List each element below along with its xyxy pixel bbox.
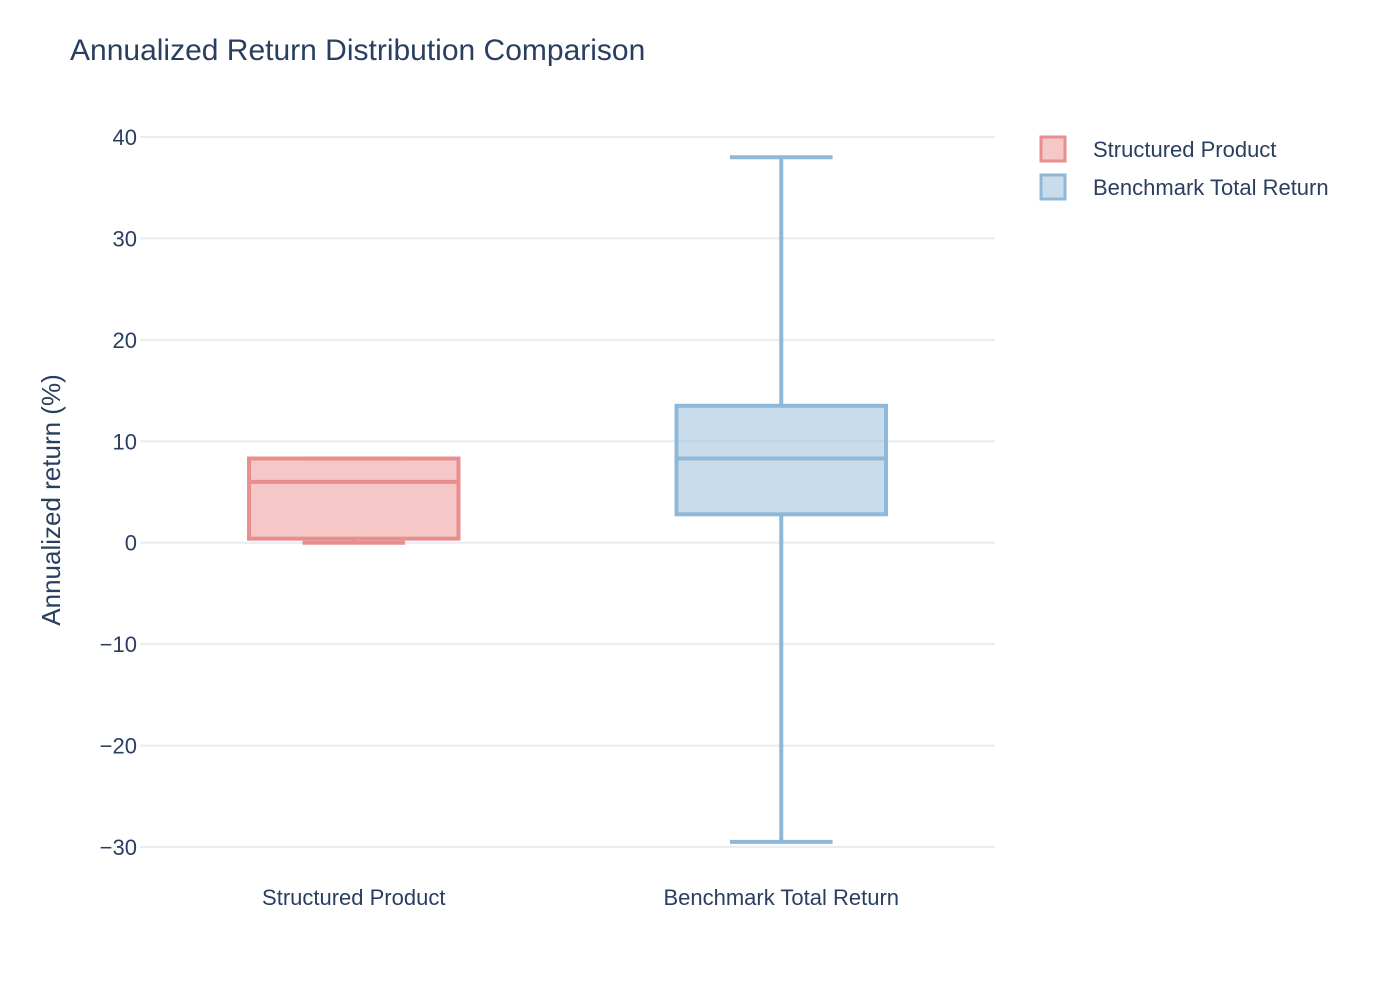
legend-label: Structured Product — [1093, 137, 1276, 162]
y-tick-label: −30 — [100, 835, 137, 860]
legend-item-structured-product[interactable]: Structured Product — [1039, 135, 1276, 163]
y-tick-label: 30 — [113, 226, 137, 251]
y-tick-label: 0 — [125, 531, 137, 556]
legend-item-benchmark-total-return[interactable]: Benchmark Total Return — [1039, 173, 1329, 201]
legend-label: Benchmark Total Return — [1093, 175, 1329, 200]
y-axis-title: Annualized return (%) — [36, 374, 66, 625]
gridlines — [140, 136, 995, 848]
iqr-box — [247, 456, 461, 541]
y-tick-label: 20 — [113, 328, 137, 353]
y-tick-label: −20 — [100, 734, 137, 759]
x-tick-label: Benchmark Total Return — [663, 885, 899, 910]
y-tick-label: 10 — [113, 429, 137, 454]
legend[interactable]: Structured Product Benchmark Total Return — [1039, 135, 1329, 201]
legend-swatch — [1039, 173, 1067, 201]
box-series — [247, 155, 888, 844]
box-benchmark-total-return[interactable] — [674, 155, 888, 844]
chart-title: Annualized Return Distribution Compariso… — [70, 34, 645, 67]
legend-swatch — [1039, 135, 1067, 163]
x-tick-label: Structured Product — [262, 885, 445, 910]
y-tick-label: 40 — [113, 125, 137, 150]
x-tick-labels: Structured Product Benchmark Total Return — [262, 885, 899, 910]
y-tick-label: −10 — [100, 632, 137, 657]
y-tick-labels: 40 30 20 10 0 −10 −20 −30 — [100, 125, 137, 860]
box-structured-product[interactable] — [247, 456, 461, 545]
